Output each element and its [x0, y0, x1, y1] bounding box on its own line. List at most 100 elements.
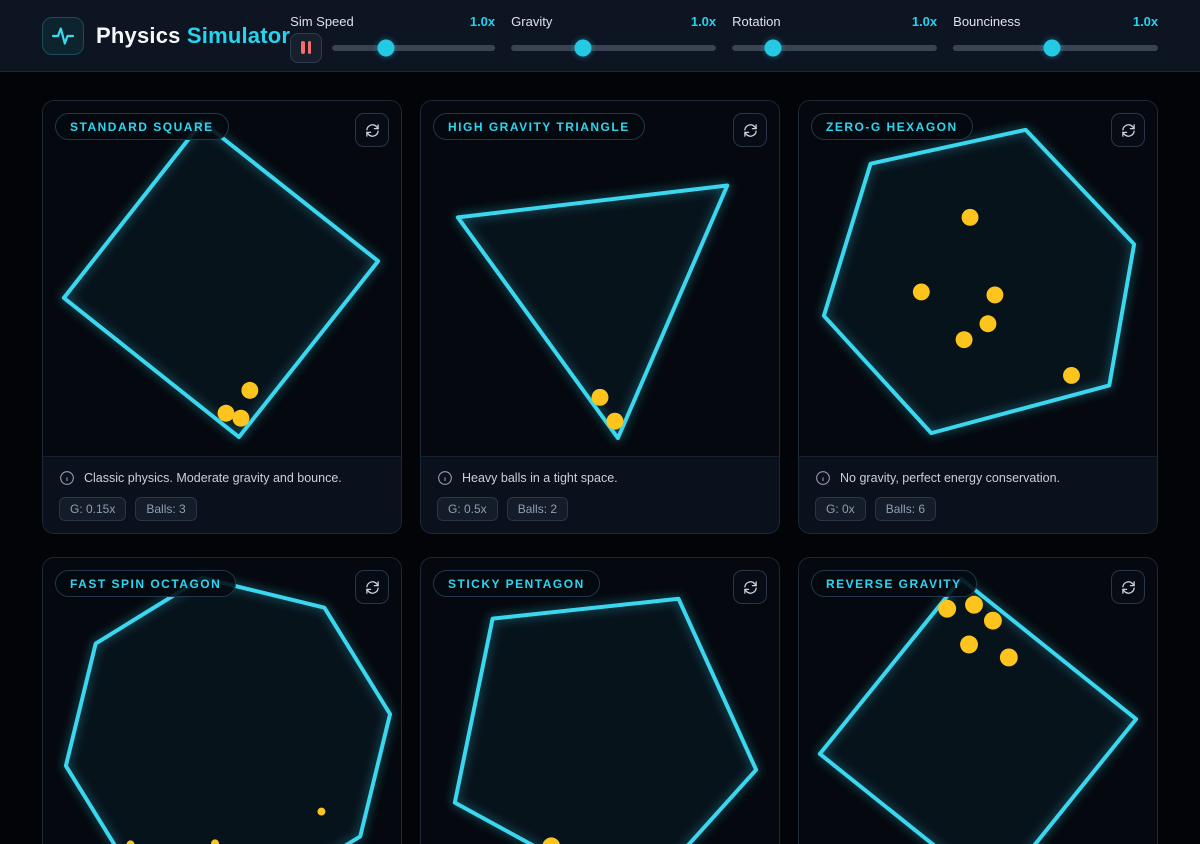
bounciness-value: 1.0x [1132, 13, 1159, 29]
ball [986, 286, 1004, 304]
card-description: Heavy balls in a tight space. [462, 471, 618, 485]
container-shape [63, 575, 393, 844]
refresh-icon [365, 123, 379, 137]
control-rotation: Rotation 1.0x [732, 13, 938, 58]
stat-badge: Balls: 2 [506, 497, 569, 521]
app-title: Physics Simulator [96, 23, 290, 49]
simulation-canvas: STICKY PENTAGON [421, 558, 779, 844]
refresh-button[interactable] [733, 570, 767, 604]
card-title: ZERO-G HEXAGON [811, 113, 973, 140]
card-title: FAST SPIN OCTAGON [55, 570, 237, 597]
ball [211, 839, 220, 844]
info-icon [59, 470, 75, 486]
card-footer: Heavy balls in a tight space. G: 0.5x Bal… [421, 456, 779, 533]
sim-speed-slider[interactable] [332, 39, 496, 56]
refresh-icon [1121, 123, 1135, 137]
rotation-value: 1.0x [911, 13, 938, 29]
refresh-icon [743, 580, 757, 594]
simulation-canvas: FAST SPIN OCTAGON [43, 558, 401, 844]
simulation-canvas: REVERSE GRAVITY [799, 558, 1157, 844]
control-bounciness: Bounciness 1.0x [953, 13, 1159, 58]
card-title: STICKY PENTAGON [433, 570, 600, 597]
stat-badge: Balls: 6 [874, 497, 937, 521]
refresh-icon [743, 123, 757, 137]
cards-grid: STANDARD SQUARE Classic physics. Moderat… [42, 100, 1158, 844]
simulation-shape-svg [452, 596, 759, 844]
bounciness-slider-thumb[interactable] [1043, 39, 1061, 56]
gravity-label: Gravity [511, 13, 553, 29]
refresh-button[interactable] [355, 113, 389, 147]
refresh-icon [365, 580, 379, 594]
stat-badge: Balls: 3 [135, 497, 197, 521]
container-shape [452, 596, 759, 844]
rotation-slider[interactable] [732, 39, 938, 56]
simulation-card: STICKY PENTAGON [420, 557, 780, 844]
ball [999, 648, 1018, 667]
container-shape [455, 183, 730, 441]
stat-badge: G: 0x [815, 497, 866, 521]
refresh-button[interactable] [355, 570, 389, 604]
sim-speed-label: Sim Speed [290, 13, 354, 29]
ball [317, 807, 326, 816]
pause-button[interactable] [290, 32, 323, 63]
bounciness-slider[interactable] [953, 39, 1159, 56]
app-title-accent: Simulator [186, 22, 291, 48]
ball [126, 840, 135, 844]
ball [960, 635, 978, 654]
ball [232, 409, 250, 427]
control-sim-speed: Sim Speed 1.0x [290, 13, 496, 63]
simulation-shape-svg [817, 576, 1139, 844]
activity-pulse-icon [51, 26, 75, 45]
rotation-slider-thumb[interactable] [764, 39, 782, 56]
card-title: STANDARD SQUARE [55, 113, 229, 140]
simulation-card: FAST SPIN OCTAGON [42, 557, 402, 844]
info-icon [437, 470, 453, 486]
rotation-label: Rotation [732, 13, 781, 29]
simulation-card: ZERO-G HEXAGON No gravity, perfect energ… [798, 100, 1158, 534]
ball [961, 208, 979, 226]
ball [591, 388, 609, 406]
container-shape [821, 127, 1137, 436]
ball [1063, 367, 1080, 384]
ball [912, 283, 930, 301]
ball [983, 611, 1002, 630]
sim-speed-slider-thumb[interactable] [377, 39, 395, 56]
simulation-shape-svg [455, 183, 730, 441]
simulation-card: HIGH GRAVITY TRIANGLE Heavy balls in a t… [420, 100, 780, 534]
ball [542, 837, 560, 844]
control-gravity: Gravity 1.0x [511, 13, 717, 58]
card-footer: No gravity, perfect energy conservation.… [799, 456, 1157, 533]
card-badges: G: 0.15x Balls: 3 [59, 497, 385, 521]
gravity-value: 1.0x [690, 13, 717, 29]
container-shape [61, 119, 381, 440]
refresh-button[interactable] [733, 113, 767, 147]
ball [955, 331, 973, 349]
stat-badge: G: 0.15x [59, 497, 127, 521]
header: Physics Simulator Sim Speed 1.0x Gravity… [0, 0, 1200, 72]
ball [979, 315, 997, 333]
card-description: No gravity, perfect energy conservation. [840, 471, 1061, 485]
card-title: HIGH GRAVITY TRIANGLE [433, 113, 645, 140]
sim-speed-value: 1.0x [469, 13, 496, 29]
card-description: Classic physics. Moderate gravity and bo… [84, 471, 342, 485]
brand: Physics Simulator [42, 16, 290, 55]
refresh-button[interactable] [1111, 570, 1145, 604]
ball [938, 599, 957, 618]
gravity-slider[interactable] [511, 39, 717, 56]
pause-icon [307, 41, 312, 54]
ball [241, 381, 259, 399]
card-footer: Classic physics. Moderate gravity and bo… [43, 456, 401, 533]
card-badges: G: 0.5x Balls: 2 [437, 497, 763, 521]
stat-badge: G: 0.5x [437, 497, 498, 521]
bounciness-label: Bounciness [953, 13, 1021, 29]
simulation-canvas: ZERO-G HEXAGON [799, 101, 1157, 456]
simulation-canvas: HIGH GRAVITY TRIANGLE [421, 101, 779, 456]
pause-icon [301, 41, 305, 54]
app-title-primary: Physics [96, 22, 181, 48]
simulation-shape-svg [63, 575, 393, 844]
gravity-slider-thumb[interactable] [574, 39, 592, 56]
simulation-card: REVERSE GRAVITY [798, 557, 1158, 844]
info-icon [815, 470, 831, 486]
refresh-button[interactable] [1111, 113, 1145, 147]
card-title: REVERSE GRAVITY [811, 570, 977, 597]
